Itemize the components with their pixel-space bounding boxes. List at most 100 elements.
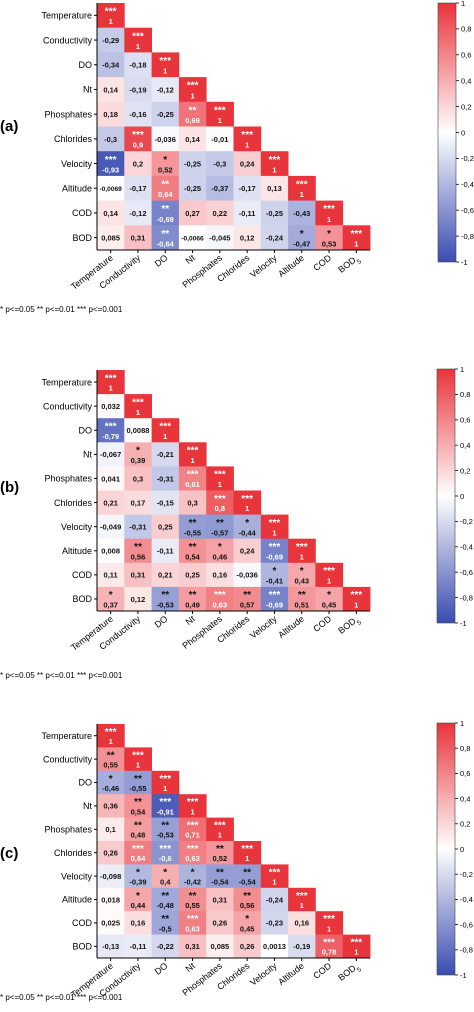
cell-value-label: 0,1 <box>105 825 115 834</box>
cell-value-label: 0,16 <box>294 919 309 928</box>
heatmap-cell <box>260 586 289 612</box>
heatmap-cell <box>206 151 234 177</box>
cell-value-label: 0,8 <box>215 504 225 513</box>
cell-value-label: 0,11 <box>104 571 118 580</box>
heatmap-cell <box>124 538 152 564</box>
cell-value-label: 1 <box>136 42 140 51</box>
heatmap-cell <box>97 418 125 443</box>
cell-value-label: 0,56 <box>131 552 146 561</box>
significance-stars: *** <box>187 821 199 832</box>
heatmap-cell <box>233 911 262 935</box>
significance-stars: ** <box>161 229 169 240</box>
significance-stars: *** <box>214 494 226 505</box>
cell-value-label: -0,31 <box>157 474 174 483</box>
x-tick-label: Altitude <box>276 253 306 279</box>
cell-value-label: 0,2 <box>133 160 143 169</box>
significance-stars: ** <box>189 542 197 553</box>
heatmap-cell <box>233 538 262 564</box>
heatmap-cell <box>233 864 262 889</box>
cell-value-label: -0,54 <box>211 878 229 887</box>
cell-value-label: 1 <box>300 901 304 910</box>
y-tick-label: Velocity <box>61 871 93 881</box>
y-tick-label: Nt <box>83 801 92 811</box>
y-tick-label: DO <box>79 60 93 70</box>
cell-value-label: -0,41 <box>266 577 283 586</box>
heatmap-cell <box>288 911 316 935</box>
significance-stars: *** <box>159 797 171 808</box>
significance-stars: *** <box>323 938 335 949</box>
heatmap-cell <box>124 817 152 842</box>
cell-value-label: -0,12 <box>129 209 146 218</box>
cell-value-label: 1 <box>245 854 249 863</box>
heatmap-cell <box>151 418 180 443</box>
heatmap-cell <box>97 52 125 78</box>
heatmap-cell <box>151 794 180 818</box>
heatmap-cell <box>151 126 180 152</box>
panel-label: (c) <box>0 845 18 862</box>
cell-value-label: 1 <box>190 807 194 816</box>
heatmap-cell <box>151 101 180 127</box>
cell-value-label: 1 <box>272 528 276 537</box>
heatmap-cell <box>206 490 234 515</box>
heatmap-cell <box>124 200 152 226</box>
heatmap-cell <box>124 747 152 772</box>
heatmap-cell <box>178 442 207 467</box>
heatmap-cell <box>206 934 234 959</box>
significance-stars: *** <box>269 542 281 553</box>
significance-legend: * p<=0.05 ** p<=0.01 *** p<=0.001 <box>0 671 123 680</box>
y-tick-label: Altitude <box>62 895 92 905</box>
significance-stars: *** <box>214 590 226 601</box>
significance-stars: ** <box>243 867 251 878</box>
colorbar <box>437 2 457 263</box>
cell-value-label: 0,0088 <box>126 426 149 435</box>
heatmap-cell <box>97 126 125 152</box>
significance-stars: *** <box>105 422 117 433</box>
cell-value-label: -0,16 <box>129 110 146 119</box>
cell-value-label: -0,049 <box>100 523 121 532</box>
colorbar-tick-label: 1 <box>461 0 465 8</box>
significance-stars: *** <box>105 727 117 738</box>
heatmap-cell <box>124 77 152 103</box>
heatmap-cell <box>124 794 152 818</box>
y-tick-label: Conductivity <box>43 754 93 764</box>
heatmap-cell <box>233 225 262 251</box>
heatmap-cell <box>260 225 289 251</box>
heatmap-cell <box>233 934 262 959</box>
cell-value-label: -0,17 <box>129 184 146 193</box>
significance-stars: *** <box>241 130 253 141</box>
cell-value-label: -0,64 <box>157 240 175 249</box>
cell-value-label: 0,55 <box>103 761 118 770</box>
colorbar <box>436 368 456 624</box>
significance-stars: *** <box>187 81 199 92</box>
heatmap-cell <box>151 911 180 935</box>
y-tick-label: Nt <box>83 85 92 95</box>
heatmap-cell <box>151 514 180 540</box>
heatmap-cell <box>151 562 180 588</box>
significance-stars: *** <box>214 105 226 116</box>
heatmap-cell <box>260 514 289 540</box>
heatmap-cell <box>178 101 207 127</box>
cell-value-label: 0,71 <box>185 831 200 840</box>
cell-value-label: 0,3 <box>133 474 143 483</box>
heatmap-cell <box>124 394 152 419</box>
cell-value-label: 0,55 <box>185 901 200 910</box>
heatmap-cell <box>151 864 180 889</box>
x-tick-label: Nt <box>184 252 198 266</box>
cell-value-label: 0,085 <box>101 234 120 243</box>
heatmap-cell <box>178 200 207 226</box>
heatmap-cell <box>124 911 152 935</box>
heatmap-cell <box>178 562 207 588</box>
cell-value-label: 0,64 <box>158 190 173 199</box>
significance-stars: ** <box>161 180 169 191</box>
heatmap-cell <box>151 175 180 201</box>
cell-value-label: 0,48 <box>131 831 146 840</box>
cell-value-label: 0,0013 <box>263 942 286 951</box>
significance-stars: ** <box>161 914 169 925</box>
cell-value-label: 0,37 <box>103 601 118 610</box>
heatmap-cell <box>233 562 262 588</box>
cell-value-label: 1 <box>109 737 113 746</box>
significance-legend: * p<=0.05 ** p<=0.01 *** p<=0.001 <box>0 305 123 314</box>
heatmap-cell <box>97 562 125 588</box>
significance-stars: *** <box>132 130 144 141</box>
cell-value-label: 0,54 <box>131 807 146 816</box>
